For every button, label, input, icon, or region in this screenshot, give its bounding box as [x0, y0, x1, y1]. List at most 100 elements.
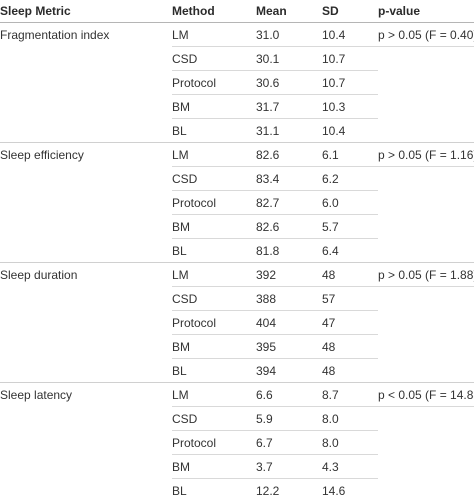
mean-cell: 82.6 — [256, 143, 322, 167]
mean-cell: 83.4 — [256, 167, 322, 191]
mean-cell: 12.2 — [256, 479, 322, 502]
sd-cell: 48 — [322, 263, 378, 287]
mean-cell: 404 — [256, 311, 322, 335]
method-cell: BL — [172, 119, 256, 143]
empty-p-value-cell — [378, 431, 474, 455]
header-method: Method — [172, 0, 256, 23]
header-sd: SD — [322, 0, 378, 23]
empty-metric-cell — [0, 431, 172, 455]
empty-metric-cell — [0, 95, 172, 119]
empty-p-value-cell — [378, 455, 474, 479]
empty-p-value-cell — [378, 287, 474, 311]
sd-cell: 8.7 — [322, 383, 378, 407]
sd-cell: 10.3 — [322, 95, 378, 119]
header-sleep-metric: Sleep Metric — [0, 0, 172, 23]
empty-metric-cell — [0, 479, 172, 502]
sd-cell: 48 — [322, 359, 378, 383]
mean-cell: 394 — [256, 359, 322, 383]
mean-cell: 31.1 — [256, 119, 322, 143]
mean-cell: 6.7 — [256, 431, 322, 455]
empty-metric-cell — [0, 191, 172, 215]
header-row: Sleep Metric Method Mean SD p-value — [0, 0, 474, 23]
empty-metric-cell — [0, 47, 172, 71]
sleep-metric-cell: Fragmentation index — [0, 23, 172, 47]
empty-p-value-cell — [378, 359, 474, 383]
empty-metric-cell — [0, 287, 172, 311]
method-cell: LM — [172, 383, 256, 407]
empty-p-value-cell — [378, 215, 474, 239]
header-mean: Mean — [256, 0, 322, 23]
sd-cell: 6.0 — [322, 191, 378, 215]
sd-cell: 8.0 — [322, 431, 378, 455]
sd-cell: 57 — [322, 287, 378, 311]
p-value-cell: p < 0.05 (F = 14.83) — [378, 383, 474, 407]
sd-cell: 10.7 — [322, 47, 378, 71]
sd-cell: 6.4 — [322, 239, 378, 263]
method-cell: BM — [172, 455, 256, 479]
empty-metric-cell — [0, 167, 172, 191]
empty-metric-cell — [0, 239, 172, 263]
mean-cell: 392 — [256, 263, 322, 287]
empty-metric-cell — [0, 335, 172, 359]
mean-cell: 5.9 — [256, 407, 322, 431]
header-p-value: p-value — [378, 0, 474, 23]
method-cell: LM — [172, 23, 256, 47]
empty-metric-cell — [0, 359, 172, 383]
empty-metric-cell — [0, 215, 172, 239]
sd-cell: 10.4 — [322, 119, 378, 143]
mean-cell: 3.7 — [256, 455, 322, 479]
method-cell: Protocol — [172, 71, 256, 95]
mean-cell: 31.7 — [256, 95, 322, 119]
empty-p-value-cell — [378, 335, 474, 359]
empty-p-value-cell — [378, 191, 474, 215]
empty-metric-cell — [0, 407, 172, 431]
sd-cell: 10.7 — [322, 71, 378, 95]
empty-metric-cell — [0, 455, 172, 479]
sd-cell: 4.3 — [322, 455, 378, 479]
mean-cell: 30.1 — [256, 47, 322, 71]
mean-cell: 30.6 — [256, 71, 322, 95]
mean-cell: 82.7 — [256, 191, 322, 215]
method-cell: BL — [172, 479, 256, 502]
sd-cell: 47 — [322, 311, 378, 335]
empty-p-value-cell — [378, 119, 474, 143]
mean-cell: 81.8 — [256, 239, 322, 263]
table-header: Sleep Metric Method Mean SD p-value — [0, 0, 474, 23]
sd-cell: 6.2 — [322, 167, 378, 191]
method-cell: CSD — [172, 407, 256, 431]
method-cell: CSD — [172, 47, 256, 71]
sleep-metric-cell: Sleep latency — [0, 383, 172, 407]
empty-p-value-cell — [378, 239, 474, 263]
sd-cell: 5.7 — [322, 215, 378, 239]
method-cell: CSD — [172, 167, 256, 191]
empty-p-value-cell — [378, 71, 474, 95]
empty-p-value-cell — [378, 311, 474, 335]
sd-cell: 8.0 — [322, 407, 378, 431]
sd-cell: 10.4 — [322, 23, 378, 47]
p-value-cell: p > 0.05 (F = 1.88) — [378, 263, 474, 287]
method-cell: Protocol — [172, 431, 256, 455]
sd-cell: 14.6 — [322, 479, 378, 502]
mean-cell: 31.0 — [256, 23, 322, 47]
